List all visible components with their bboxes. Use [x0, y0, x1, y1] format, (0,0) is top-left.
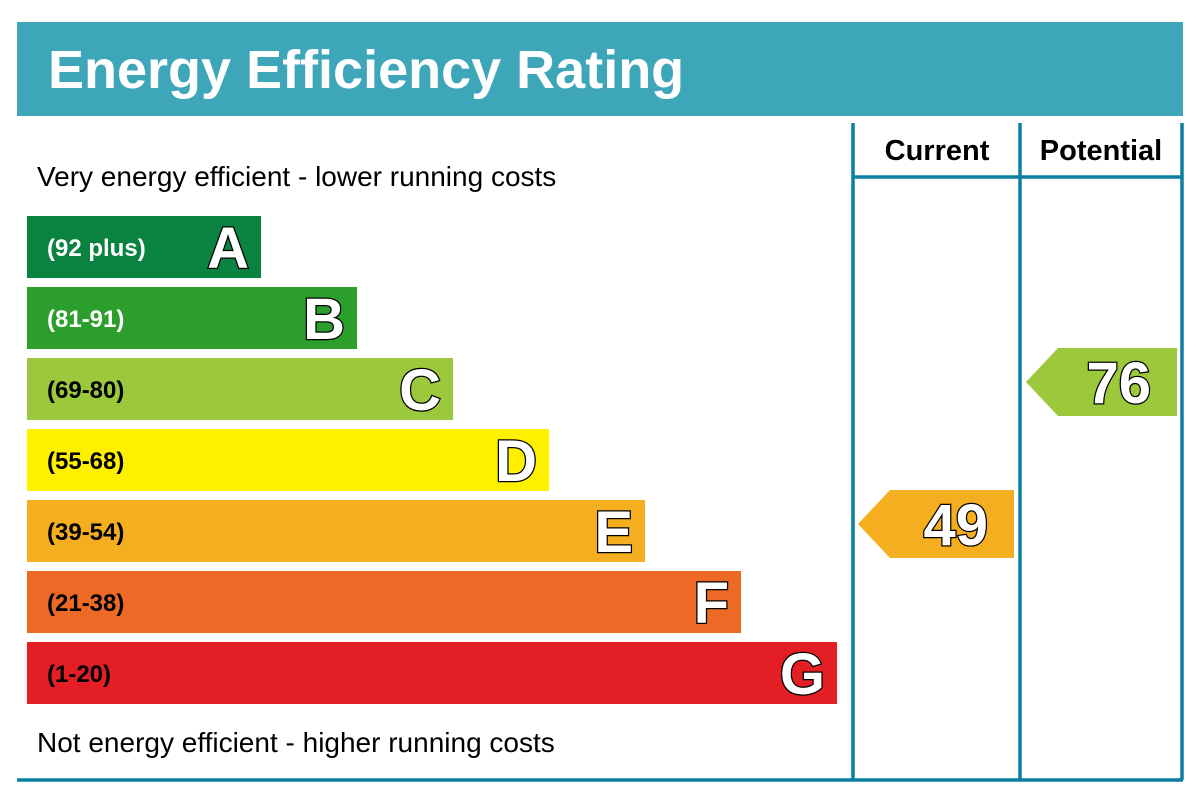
- rating-arrow: [858, 490, 1014, 558]
- band-range-label: (21-38): [47, 590, 124, 617]
- band-range-label: (69-80): [47, 377, 124, 404]
- band-range-label: (39-54): [47, 519, 124, 546]
- rating-arrow: [1026, 348, 1177, 416]
- band-f: (21-38) F: [27, 570, 741, 637]
- band-d: (55-68) D: [27, 428, 549, 495]
- frame-lines: [17, 123, 1184, 782]
- band-letter: D: [495, 429, 537, 494]
- band-bar: [27, 216, 261, 278]
- rating-value: 49: [923, 493, 988, 558]
- rating-arrows: 49 76: [858, 348, 1177, 559]
- band-bar: [27, 287, 357, 349]
- column-header-potential: Potential: [1040, 135, 1162, 167]
- band-range-label: (55-68): [47, 448, 124, 475]
- band-bar: [27, 642, 837, 704]
- band-letter: E: [594, 500, 633, 565]
- band-letter: F: [694, 571, 729, 636]
- band-bar: [27, 571, 741, 633]
- bottom-note: Not energy efficient - higher running co…: [37, 727, 555, 758]
- band-e: (39-54) E: [27, 499, 645, 566]
- bands: (92 plus) A(81-91) B(69-80) C(55-68) D(39-54…: [27, 215, 837, 708]
- band-bar: [27, 500, 645, 562]
- column-header-current: Current: [885, 135, 990, 167]
- chart-title: Energy Efficiency Rating: [48, 40, 684, 100]
- band-range-label: (1-20): [47, 661, 111, 688]
- band-range-label: (81-91): [47, 306, 124, 333]
- title-bar: [17, 22, 1183, 116]
- band-bar: [27, 358, 453, 420]
- band-letter: B: [303, 287, 345, 352]
- rating-value: 76: [1086, 351, 1151, 416]
- rating-potential: 76: [1026, 348, 1177, 417]
- band-range-label: (92 plus): [47, 235, 146, 262]
- band-c: (69-80) C: [27, 357, 453, 424]
- band-letter: G: [780, 642, 825, 707]
- band-g: (1-20) G: [27, 641, 837, 708]
- top-note: Very energy efficient - lower running co…: [37, 161, 556, 192]
- band-letter: A: [207, 216, 249, 281]
- band-bar: [27, 429, 549, 491]
- rating-current: 49: [858, 490, 1014, 559]
- band-letter: C: [399, 358, 441, 423]
- band-a: (92 plus) A: [27, 215, 261, 282]
- band-b: (81-91) B: [27, 286, 357, 353]
